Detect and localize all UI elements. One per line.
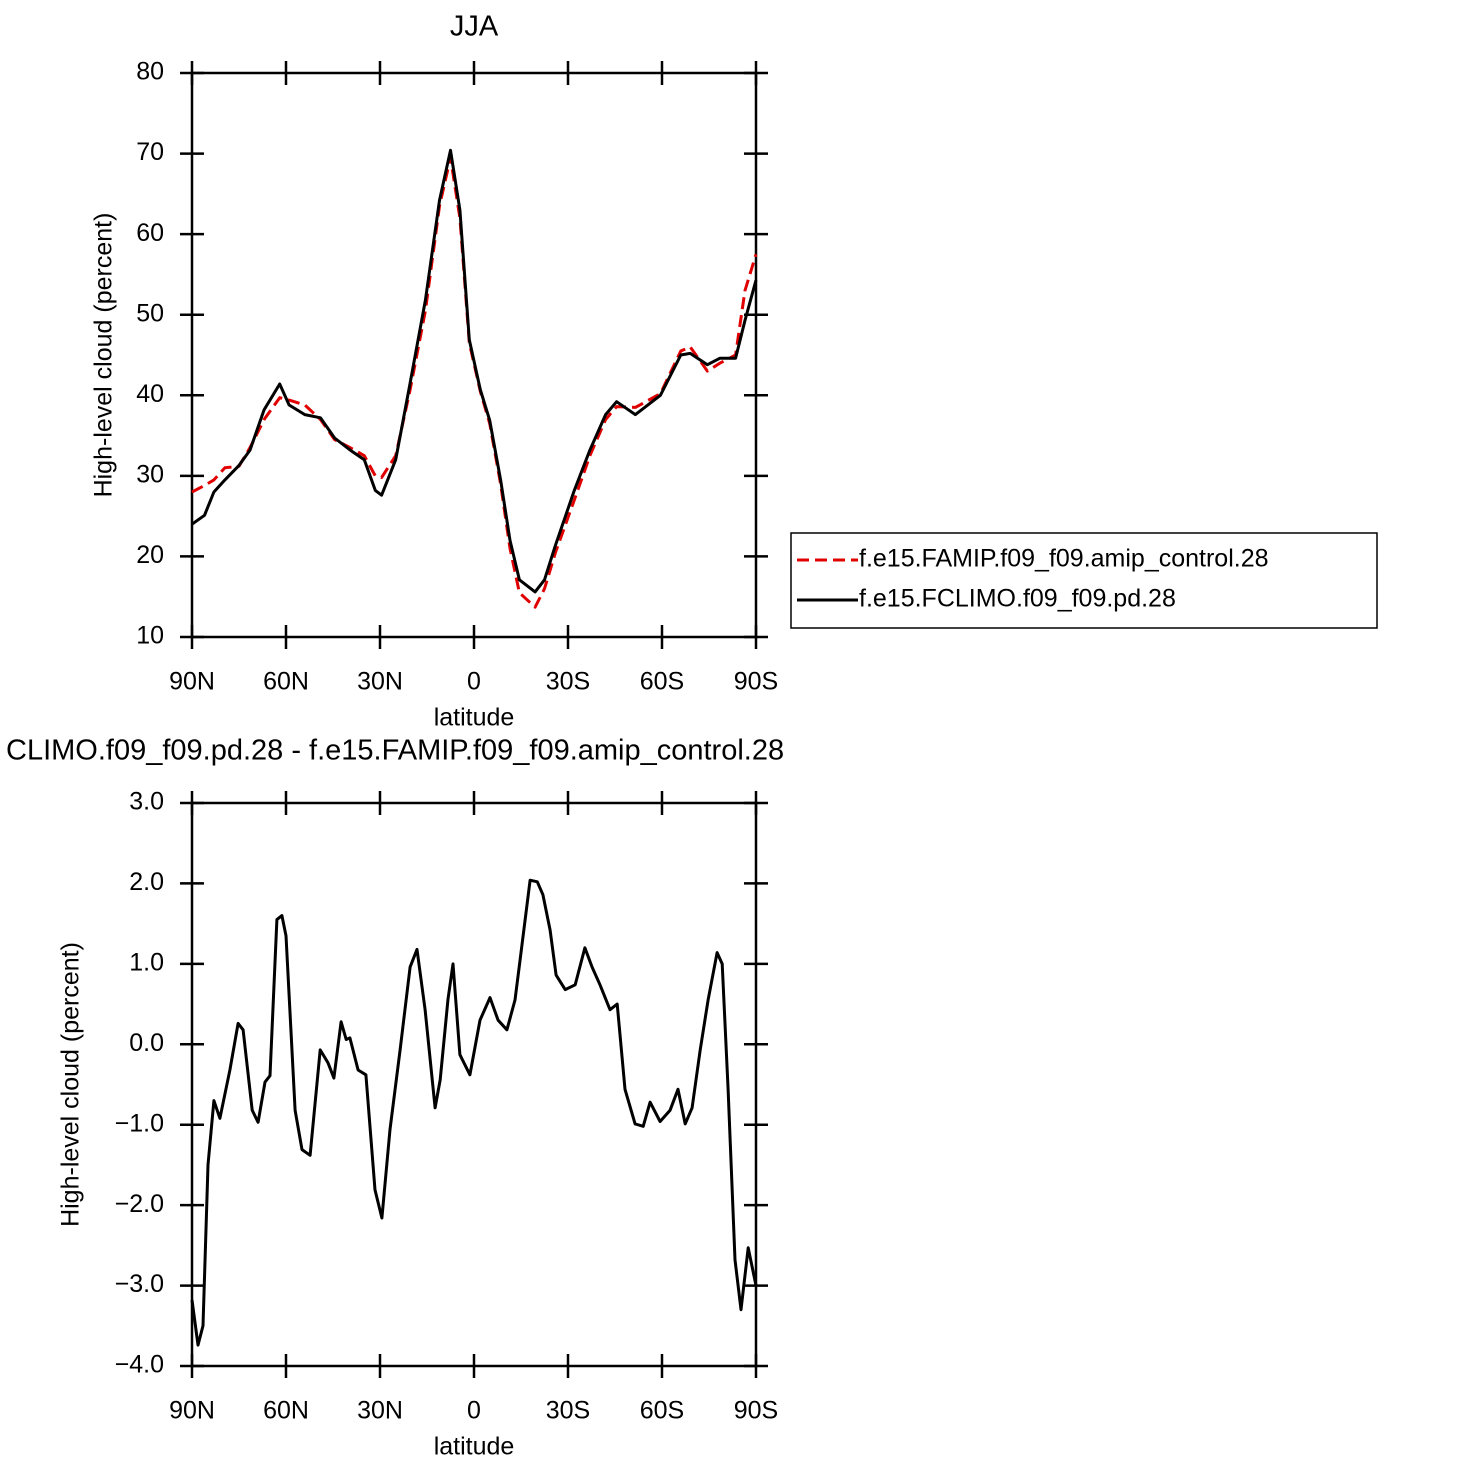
y-tick-label: 10	[136, 622, 164, 650]
y-tick-label: 2.0	[129, 868, 164, 896]
x-tick-label: 60S	[640, 668, 684, 696]
x-tick-label: 30S	[546, 1397, 590, 1425]
plot-frame	[190, 801, 758, 1368]
x-tick-label: 60S	[640, 1397, 684, 1425]
data-line	[190, 878, 758, 1347]
y-tick-label: 60	[136, 219, 164, 247]
y-tick-label: −2.0	[115, 1190, 164, 1218]
x-tick-label: 0	[467, 1397, 481, 1425]
y-axis-label: High-level cloud (percent)	[57, 942, 85, 1227]
x-tick-label: 90S	[734, 668, 778, 696]
legend-label: f.e15.FAMIP.f09_f09.amip_control.28	[859, 545, 1269, 573]
y-tick-label: 70	[136, 138, 164, 166]
y-tick-label: 30	[136, 460, 164, 488]
y-tick-label: 1.0	[129, 948, 164, 976]
x-axis-label: latitude	[434, 704, 515, 732]
y-tick-label: 0.0	[129, 1029, 164, 1057]
x-tick-label: 30N	[357, 668, 403, 696]
x-tick-label: 30S	[546, 668, 590, 696]
x-tick-label: 30N	[357, 1397, 403, 1425]
x-tick-label: 60N	[263, 1397, 309, 1425]
y-tick-label: 50	[136, 299, 164, 327]
y-tick-label: 3.0	[129, 788, 164, 816]
y-tick-label: 40	[136, 380, 164, 408]
x-tick-label: 0	[467, 668, 481, 696]
data-line	[191, 156, 758, 609]
y-tick-label: −4.0	[115, 1351, 164, 1379]
x-tick-label: 60N	[263, 668, 309, 696]
x-tick-label: 90N	[169, 668, 215, 696]
y-tick-label: 80	[136, 58, 164, 86]
x-tick-label: 90S	[734, 1397, 778, 1425]
y-tick-label: −1.0	[115, 1109, 164, 1137]
chart-title: CLIMO.f09_f09.pd.28 - f.e15.FAMIP.f09_f0…	[6, 735, 784, 767]
y-tick-label: −3.0	[115, 1270, 164, 1298]
y-tick-label: 20	[136, 541, 164, 569]
legend-box	[790, 532, 1378, 629]
x-tick-label: 90N	[169, 1397, 215, 1425]
y-axis-label: High-level cloud (percent)	[90, 213, 118, 498]
x-axis-label: latitude	[434, 1433, 515, 1461]
data-line	[191, 148, 758, 594]
chart-title: JJA	[450, 11, 499, 43]
legend-label: f.e15.FCLIMO.f09_f09.pd.28	[859, 585, 1176, 613]
